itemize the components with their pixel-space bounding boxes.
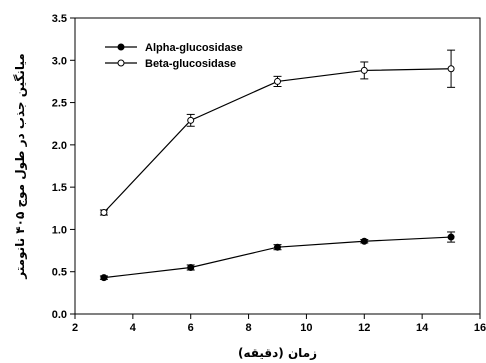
- data-point: [447, 65, 455, 73]
- data-point: [187, 116, 195, 124]
- plot-frame: [74, 17, 481, 315]
- data-point: [447, 233, 455, 241]
- series-line: [103, 68, 452, 213]
- x-tick-label: 2: [72, 322, 78, 334]
- y-tick-label: 3.5: [52, 13, 67, 25]
- data-point: [274, 77, 281, 85]
- y-tick-label: 0.0: [52, 309, 67, 321]
- x-tick-label: 8: [246, 322, 252, 334]
- legend-label: Beta-glucosidase: [145, 58, 236, 70]
- plot-border: [74, 17, 481, 315]
- x-tick-label: 6: [188, 322, 194, 334]
- legend-swatch-marker: [117, 59, 125, 67]
- series-layer: [99, 49, 456, 282]
- series-line: [103, 236, 452, 279]
- y-tick-label: 1.0: [52, 224, 67, 236]
- data-point: [274, 243, 281, 251]
- data-point: [100, 274, 108, 282]
- axis-ticks: 2 4 6 8 10 12 14 16 0.0 0.5 1.0 1.5 2.0 2.5 3.0 3.5: [52, 13, 486, 334]
- y-tick-label: 2.0: [52, 140, 67, 152]
- series-2: [99, 49, 456, 217]
- series-1: [99, 231, 456, 282]
- data-point: [100, 209, 108, 217]
- data-point: [360, 237, 368, 245]
- legend-swatch-marker: [117, 43, 125, 51]
- data-point: [360, 66, 368, 74]
- data-point: [187, 263, 195, 271]
- x-tick-label: 10: [300, 322, 312, 334]
- legend-label: Alpha-glucosidase: [145, 42, 243, 54]
- y-tick-label: 0.5: [52, 267, 67, 279]
- legend: Alpha-glucosidase Beta-glucosidase: [105, 42, 243, 70]
- y-tick-label: 2.5: [52, 98, 67, 110]
- x-axis-title: زمان (دقیقه): [238, 346, 317, 360]
- y-axis-title: میانگین جذب در طول موج ۴۰۵ نانومتر: [13, 53, 28, 279]
- y-tick-label: 3.0: [52, 55, 67, 67]
- x-tick-label: 16: [474, 322, 486, 334]
- x-tick-label: 14: [416, 322, 429, 334]
- y-tick-label: 1.5: [52, 182, 67, 194]
- x-tick-label: 4: [130, 322, 137, 334]
- x-tick-label: 12: [358, 322, 370, 334]
